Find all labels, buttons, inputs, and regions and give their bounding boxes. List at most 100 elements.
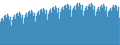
Bar: [88, 6, 89, 45]
Bar: [48, 14, 49, 45]
Bar: [20, 14, 21, 45]
Bar: [69, 10, 70, 45]
Bar: [9, 20, 10, 45]
Bar: [24, 18, 25, 45]
Bar: [92, 5, 93, 45]
Bar: [116, 6, 117, 45]
Bar: [52, 8, 53, 45]
Bar: [16, 14, 17, 45]
Bar: [96, 12, 97, 45]
Bar: [115, 5, 116, 45]
Bar: [73, 8, 74, 45]
Bar: [12, 20, 13, 45]
Bar: [4, 16, 5, 45]
Bar: [49, 11, 50, 45]
Bar: [74, 6, 75, 45]
Bar: [61, 9, 62, 45]
Bar: [54, 10, 55, 45]
Bar: [100, 7, 101, 45]
Bar: [25, 15, 26, 45]
Bar: [60, 12, 61, 45]
Bar: [64, 6, 65, 45]
Bar: [40, 10, 41, 45]
Bar: [65, 5, 66, 45]
Bar: [18, 16, 19, 45]
Bar: [37, 13, 38, 45]
Bar: [82, 5, 83, 45]
Bar: [91, 3, 92, 45]
Bar: [112, 7, 113, 45]
Bar: [67, 4, 68, 45]
Bar: [62, 7, 63, 45]
Bar: [114, 8, 115, 45]
Bar: [97, 9, 98, 45]
Bar: [58, 8, 59, 45]
Bar: [1, 19, 2, 45]
Bar: [2, 18, 3, 45]
Bar: [5, 15, 6, 45]
Bar: [21, 18, 22, 45]
Bar: [76, 5, 77, 45]
Bar: [33, 16, 34, 45]
Bar: [44, 10, 45, 45]
Bar: [6, 18, 7, 45]
Bar: [117, 11, 118, 45]
Bar: [39, 15, 40, 45]
Bar: [19, 12, 20, 45]
Bar: [27, 17, 28, 45]
Bar: [119, 18, 120, 45]
Bar: [11, 26, 12, 45]
Bar: [84, 11, 85, 45]
Bar: [56, 8, 57, 45]
Bar: [14, 15, 15, 45]
Bar: [22, 15, 23, 45]
Bar: [46, 10, 47, 45]
Bar: [15, 19, 16, 45]
Bar: [94, 6, 95, 45]
Bar: [57, 13, 58, 45]
Bar: [7, 14, 8, 45]
Bar: [59, 19, 60, 45]
Bar: [32, 12, 33, 45]
Bar: [3, 21, 4, 45]
Bar: [29, 11, 30, 45]
Bar: [87, 10, 88, 45]
Bar: [95, 16, 96, 45]
Bar: [83, 16, 84, 45]
Bar: [103, 4, 104, 45]
Bar: [79, 3, 80, 45]
Bar: [89, 4, 90, 45]
Bar: [45, 14, 46, 45]
Bar: [111, 11, 112, 45]
Bar: [63, 10, 64, 45]
Bar: [42, 12, 43, 45]
Bar: [66, 8, 67, 45]
Bar: [101, 5, 102, 45]
Bar: [13, 17, 14, 45]
Bar: [118, 7, 119, 45]
Bar: [86, 6, 87, 45]
Bar: [55, 6, 56, 45]
Bar: [30, 14, 31, 45]
Bar: [113, 5, 114, 45]
Bar: [77, 3, 78, 45]
Bar: [47, 20, 48, 45]
Bar: [50, 9, 51, 45]
Bar: [23, 24, 24, 45]
Bar: [10, 17, 11, 45]
Bar: [72, 10, 73, 45]
Bar: [41, 9, 42, 45]
Bar: [68, 5, 69, 45]
Bar: [102, 8, 103, 45]
Bar: [43, 8, 44, 45]
Bar: [105, 11, 106, 45]
Bar: [71, 17, 72, 45]
Bar: [90, 7, 91, 45]
Bar: [28, 12, 29, 45]
Bar: [70, 6, 71, 45]
Bar: [85, 8, 86, 45]
Bar: [53, 7, 54, 45]
Bar: [36, 16, 37, 45]
Bar: [93, 10, 94, 45]
Bar: [35, 22, 36, 45]
